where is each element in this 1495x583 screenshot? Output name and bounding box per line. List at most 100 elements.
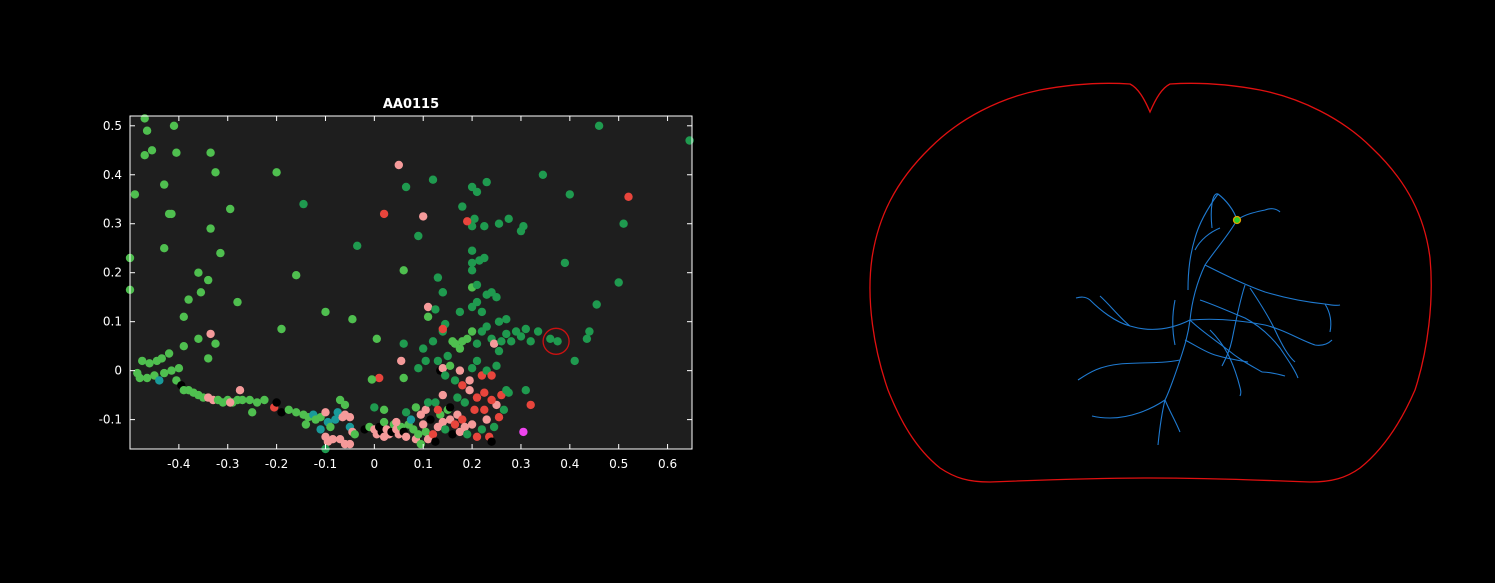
scatter-point	[553, 337, 562, 346]
scatter-point	[277, 408, 286, 417]
scatter-point	[458, 415, 467, 424]
axon-branch	[1099, 295, 1131, 327]
scatter-point	[472, 187, 482, 197]
scatter-point	[565, 190, 574, 199]
scatter-point	[465, 386, 474, 395]
x-tick-label: 0.6	[658, 457, 677, 471]
y-tick-label: 0.2	[103, 266, 122, 280]
scatter-point	[350, 430, 359, 439]
scatter-point	[423, 398, 433, 407]
scatter-point	[184, 295, 193, 304]
axon-branch	[1164, 399, 1181, 433]
scatter-point	[438, 288, 447, 297]
scatter-point	[233, 297, 242, 307]
scatter-point	[533, 327, 543, 336]
axon-branch	[1172, 299, 1176, 346]
scatter-point	[206, 224, 215, 233]
scatter-point	[594, 121, 604, 130]
scatter-point	[592, 300, 601, 309]
scatter-point	[138, 356, 147, 366]
scatter-point	[196, 288, 206, 297]
scatter-point	[401, 182, 411, 192]
scatter-point	[467, 258, 477, 268]
scatter-point	[179, 312, 188, 321]
scatter-point	[421, 405, 430, 414]
scatter-point	[470, 405, 479, 414]
scatter-point	[470, 214, 479, 223]
axon-branch	[1324, 303, 1332, 333]
scatter-point	[423, 302, 433, 312]
scatter-point	[216, 248, 225, 258]
y-tick-label: 0.4	[103, 168, 122, 182]
scatter-point	[448, 430, 457, 439]
scatter-point	[260, 395, 269, 405]
scatter-point	[480, 388, 489, 397]
scatter-point	[431, 398, 440, 407]
scatter-point	[480, 222, 489, 231]
scatter-point	[226, 204, 235, 214]
scatter-point	[521, 324, 530, 334]
scatter-point	[428, 430, 438, 439]
scatter-point	[441, 371, 450, 380]
scatter-point	[252, 398, 262, 407]
scatter-point	[172, 148, 181, 157]
scatter-point	[421, 427, 430, 437]
scatter-point	[472, 432, 482, 441]
scatter-point	[345, 439, 355, 449]
axon-branch	[1187, 193, 1219, 291]
scatter-point	[467, 246, 477, 255]
scatter-point	[502, 386, 511, 395]
scatter-point	[443, 351, 452, 361]
scatter-point	[494, 413, 504, 422]
scatter-point	[521, 386, 530, 395]
axis-ticks: -0.4 -0.3 -0.2 -0.1 0 0.1 0.2 0.3 0.4 0.5 0.6 -0.1 0…	[99, 116, 692, 471]
scatter-point	[331, 415, 340, 424]
axon-branch	[1184, 339, 1249, 363]
scatter-point	[419, 420, 428, 429]
scatter-point	[340, 400, 350, 410]
scatter-point	[433, 273, 443, 282]
scatter-point	[379, 417, 389, 427]
scatter-point	[619, 219, 628, 228]
scatter-point	[467, 327, 477, 336]
scatter-point	[685, 136, 694, 145]
scatter-point	[211, 339, 220, 348]
scatter-point	[472, 393, 482, 402]
scatter-point	[477, 307, 487, 317]
axon-branch	[1189, 318, 1333, 346]
scatter-point	[487, 371, 496, 380]
scatter-point	[140, 114, 149, 123]
scatter-point	[401, 432, 411, 441]
scatter-point	[494, 346, 504, 356]
scatter-point	[487, 395, 496, 405]
scatter-point	[167, 366, 176, 375]
scatter-point	[497, 337, 506, 346]
scatter-point	[194, 334, 203, 343]
scatter-point	[455, 344, 465, 353]
scatter-point	[426, 415, 435, 424]
scatter-point	[152, 356, 162, 366]
scatter-point	[414, 364, 423, 373]
x-tick-label: -0.1	[314, 457, 337, 471]
soma-marker	[1232, 215, 1242, 225]
scatter-point	[272, 398, 281, 407]
axon-branch	[1236, 208, 1281, 221]
scatter-point	[147, 146, 157, 155]
x-tick-label: -0.3	[216, 457, 239, 471]
scatter-point	[519, 222, 528, 231]
scatter-point	[235, 386, 245, 395]
scatter-point	[438, 390, 447, 400]
scatter-points	[125, 114, 694, 454]
x-tick-label: 0.4	[560, 457, 579, 471]
scatter-point	[345, 413, 355, 422]
axon-branch	[1261, 371, 1286, 377]
scatter-point	[516, 332, 526, 341]
scatter-point	[174, 364, 184, 373]
scatter-point	[492, 293, 501, 302]
scatter-point	[460, 398, 469, 407]
scatter-point	[472, 356, 482, 366]
scatter-point	[502, 315, 511, 324]
scatter-point	[433, 356, 443, 366]
highlight-circle	[542, 327, 570, 355]
scatter-point	[370, 403, 379, 412]
